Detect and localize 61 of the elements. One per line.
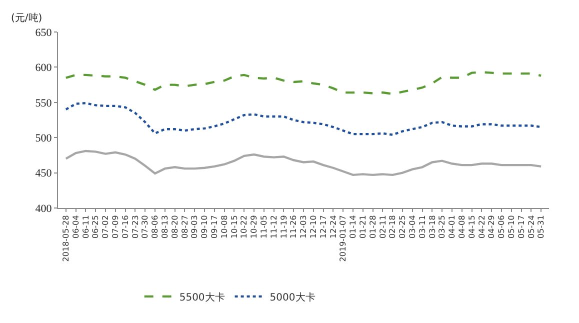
- x-tick-label: 07-30: [140, 215, 150, 238]
- line-series: [64, 102, 542, 136]
- x-tick-label: 04-15: [467, 215, 476, 238]
- x-tick-label: 05-31: [536, 215, 546, 238]
- y-tick-label: 600: [35, 62, 52, 74]
- x-tick-label: 04-01: [448, 215, 457, 238]
- y-tick-label: 500: [35, 132, 52, 144]
- x-tick-label: 2018-05-28: [62, 215, 71, 262]
- line-series: [64, 150, 542, 176]
- x-tick-label: 02-18: [388, 215, 398, 238]
- x-tick-label: 04-08: [457, 215, 466, 238]
- x-tick-label: 10-15: [230, 215, 239, 238]
- y-axis-title: (元/吨): [11, 12, 42, 24]
- x-tick-label: 12-24: [328, 215, 338, 238]
- x-tick-label: 02-25: [398, 215, 408, 238]
- x-tick-label: 11-12: [269, 215, 278, 238]
- y-tick-label: 550: [35, 97, 52, 110]
- x-tick-label: 09-17: [210, 215, 220, 238]
- x-tick-label: 08-13: [160, 215, 170, 238]
- x-tick-label: 01-21: [358, 215, 368, 238]
- x-tick-label: 03-25: [438, 215, 447, 238]
- x-tick-label: 03-18: [428, 215, 437, 238]
- x-tick-label: 10-08: [220, 215, 229, 238]
- x-tick-label: 07-16: [120, 215, 130, 238]
- x-tick-label: 06-11: [81, 215, 90, 238]
- legend-label: 5500大卡: [179, 291, 225, 304]
- x-tick-label: 11-05: [260, 215, 268, 238]
- x-tick-label: 09-10: [200, 215, 210, 238]
- x-tick-label: 09-03: [190, 215, 200, 238]
- x-tick-label: 05-17: [516, 215, 526, 238]
- x-tick-label: 04-29: [487, 215, 496, 238]
- x-tick-label: 07-23: [130, 215, 140, 238]
- x-tick-label: 12-03: [299, 215, 308, 238]
- x-tick-label: 04-22: [477, 215, 486, 238]
- x-tick-label: 01-14: [348, 215, 358, 238]
- x-tick-label: 02-11: [378, 215, 388, 238]
- y-tick-label: 400: [35, 202, 52, 215]
- x-tick-label: 07-02: [101, 215, 110, 238]
- x-tick-label: 05-06: [497, 215, 506, 238]
- x-tick-label: 2019-01-07: [338, 215, 348, 262]
- x-tick-label: 07-09: [111, 215, 120, 238]
- x-tick-label: 12-10: [309, 215, 318, 238]
- y-tick-label: 650: [35, 26, 52, 39]
- x-tick-label: 03-04: [408, 215, 417, 238]
- x-tick-label: 06-25: [91, 215, 100, 238]
- x-tick-label: 11-26: [289, 215, 298, 238]
- x-tick-label: 08-27: [180, 215, 190, 238]
- y-tick-label: 450: [35, 168, 52, 180]
- x-tick-label: 10-22: [240, 215, 249, 238]
- x-tick-label: 03-11: [418, 215, 427, 238]
- x-tick-label: 05-24: [526, 215, 536, 238]
- x-tick-label: 08-06: [150, 215, 160, 238]
- legend-label: 5000大卡: [270, 291, 316, 304]
- x-tick-label: 12-17: [318, 215, 328, 238]
- x-tick-label: 08-20: [170, 215, 180, 238]
- x-tick-label: 11-19: [279, 215, 288, 238]
- line-series: [64, 71, 542, 96]
- x-tick-label: 01-28: [368, 215, 378, 238]
- x-tick-label: 06-04: [71, 215, 80, 238]
- x-tick-label: 05-10: [506, 215, 516, 238]
- x-tick-label: 10-29: [250, 215, 259, 238]
